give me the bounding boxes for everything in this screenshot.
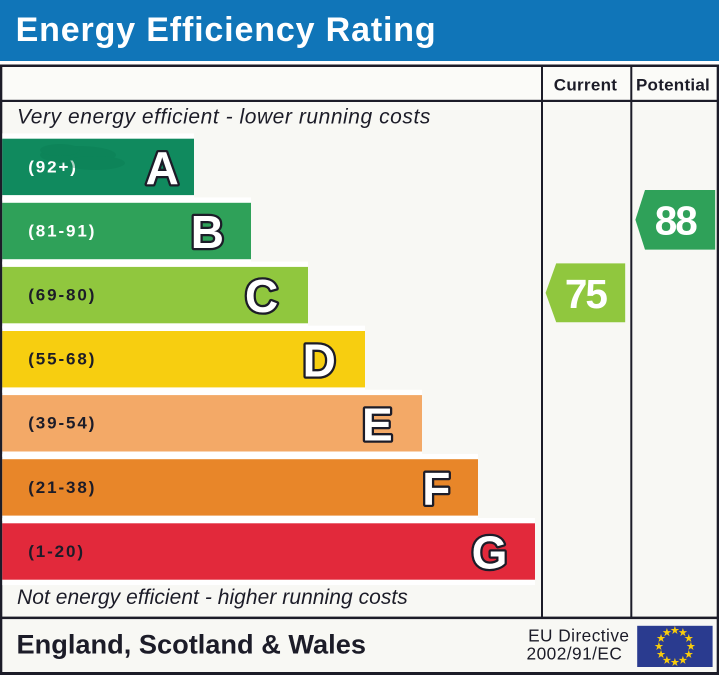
svg-text:(69-80): (69-80) (28, 286, 96, 305)
svg-text:D: D (303, 334, 336, 386)
svg-text:(55-68): (55-68) (28, 350, 96, 369)
svg-text:Potential: Potential (636, 76, 710, 95)
svg-text:88: 88 (655, 198, 698, 244)
svg-text:(81-91): (81-91) (28, 221, 96, 240)
svg-text:Not energy efficient - higher: Not energy efficient - higher running co… (17, 586, 408, 609)
svg-text:A: A (146, 142, 179, 194)
svg-text:Current: Current (554, 76, 618, 95)
svg-text:75: 75 (565, 271, 608, 317)
svg-text:(92+): (92+) (28, 157, 78, 176)
svg-text:2002/91/EC: 2002/91/EC (527, 643, 623, 663)
svg-text:(39-54): (39-54) (28, 414, 96, 433)
svg-text:(21-38): (21-38) (28, 478, 96, 497)
svg-text:Very energy efficient - lower: Very energy efficient - lower running co… (17, 106, 431, 129)
svg-text:B: B (191, 206, 224, 258)
svg-text:England, Scotland & Wales: England, Scotland & Wales (17, 629, 366, 660)
svg-text:F: F (422, 463, 450, 515)
svg-text:C: C (245, 270, 278, 322)
svg-text:G: G (472, 527, 508, 579)
svg-text:Energy Efficiency Rating: Energy Efficiency Rating (16, 11, 437, 49)
svg-text:(1-20): (1-20) (28, 542, 85, 561)
svg-text:EU Directive: EU Directive (528, 625, 629, 645)
svg-text:E: E (362, 398, 393, 450)
